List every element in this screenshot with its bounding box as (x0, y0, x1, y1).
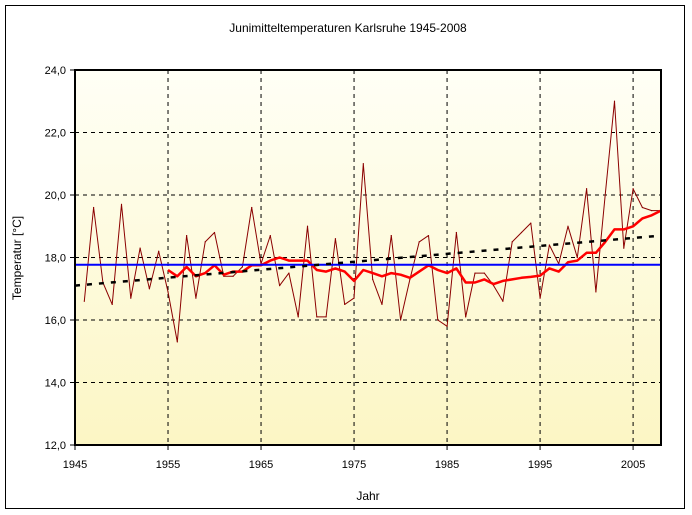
data-point (427, 235, 430, 237)
data-point (288, 272, 290, 274)
data-point (158, 250, 160, 252)
data-point (381, 303, 383, 305)
data-point (148, 288, 151, 290)
data-point (306, 225, 309, 227)
data-point (167, 291, 169, 293)
x-axis-title: Jahr (356, 489, 379, 503)
data-point (567, 225, 569, 227)
data-point (418, 241, 420, 243)
line-linear-trend (75, 234, 661, 287)
x-tick-label: 1995 (528, 459, 552, 471)
x-tick-label: 1945 (63, 459, 87, 471)
data-point (651, 210, 653, 212)
data-point (604, 194, 606, 196)
data-point (186, 235, 188, 237)
grid (75, 70, 661, 445)
data-point (316, 316, 318, 318)
data-point (455, 231, 457, 234)
data-point (362, 163, 364, 165)
data-point (613, 100, 616, 102)
data-point (483, 272, 485, 274)
chart-title: Junimitteltemperaturen Karlsruhe 1945-20… (229, 21, 467, 35)
x-axis: 1945 1955 1965 1975 1985 1995 2005 (63, 445, 645, 471)
data-point (539, 297, 541, 299)
data-point (465, 316, 467, 318)
y-tick-label: 16,0 (45, 315, 66, 327)
y-tick-label: 14,0 (45, 378, 66, 390)
x-tick-label: 2005 (621, 459, 645, 471)
data-point (511, 241, 513, 243)
data-point (502, 300, 504, 302)
data-point (269, 235, 271, 237)
y-tick-label: 12,0 (45, 440, 66, 452)
y-axis-title: Temperatur [°C] (10, 216, 24, 300)
data-point (93, 206, 95, 209)
data-point (213, 231, 216, 234)
data-point (279, 285, 281, 287)
data-point (372, 278, 374, 280)
series-annual (83, 100, 661, 343)
data-point (390, 235, 392, 237)
x-tick-label: 1965 (249, 459, 273, 471)
data-point (353, 297, 355, 299)
data-point (632, 188, 634, 190)
data-point (585, 188, 588, 190)
data-point (111, 303, 113, 305)
data-point (251, 206, 253, 209)
data-point (334, 238, 337, 240)
data-point (325, 316, 327, 318)
data-point (241, 266, 244, 268)
series-group (75, 100, 661, 343)
x-tick-label: 1985 (435, 459, 459, 471)
series-linear-trend (75, 234, 661, 287)
data-point (548, 244, 550, 246)
data-point (195, 297, 197, 299)
data-point (520, 231, 523, 234)
plot-border (74, 69, 662, 446)
data-point (223, 275, 225, 277)
data-point (120, 203, 123, 205)
data-point (446, 325, 448, 327)
line-running-mean (167, 209, 661, 286)
data-point (204, 241, 206, 243)
y-tick-label: 24,0 (45, 65, 66, 77)
data-point (399, 319, 402, 321)
y-tick-label: 18,0 (45, 253, 66, 265)
data-point (83, 300, 85, 302)
data-point (474, 272, 476, 274)
y-axis: 12,0 14,0 16,0 18,0 20,0 22,0 24,0 (45, 65, 75, 452)
data-point (437, 319, 439, 321)
data-point (576, 256, 578, 259)
data-point (297, 316, 299, 318)
series-running-mean (167, 209, 661, 286)
y-tick-label: 20,0 (45, 190, 66, 202)
data-point (139, 247, 141, 249)
data-point (623, 247, 625, 249)
data-point (232, 275, 234, 277)
data-point (130, 297, 132, 299)
x-tick-label: 1975 (342, 459, 366, 471)
data-point (530, 222, 532, 224)
y-tick-label: 22,0 (45, 128, 66, 140)
data-point (595, 291, 597, 293)
data-point (344, 303, 346, 305)
data-point (492, 285, 495, 287)
data-point (641, 206, 643, 209)
data-point (409, 278, 411, 280)
data-point (176, 341, 178, 343)
x-tick-label: 1955 (156, 459, 180, 471)
